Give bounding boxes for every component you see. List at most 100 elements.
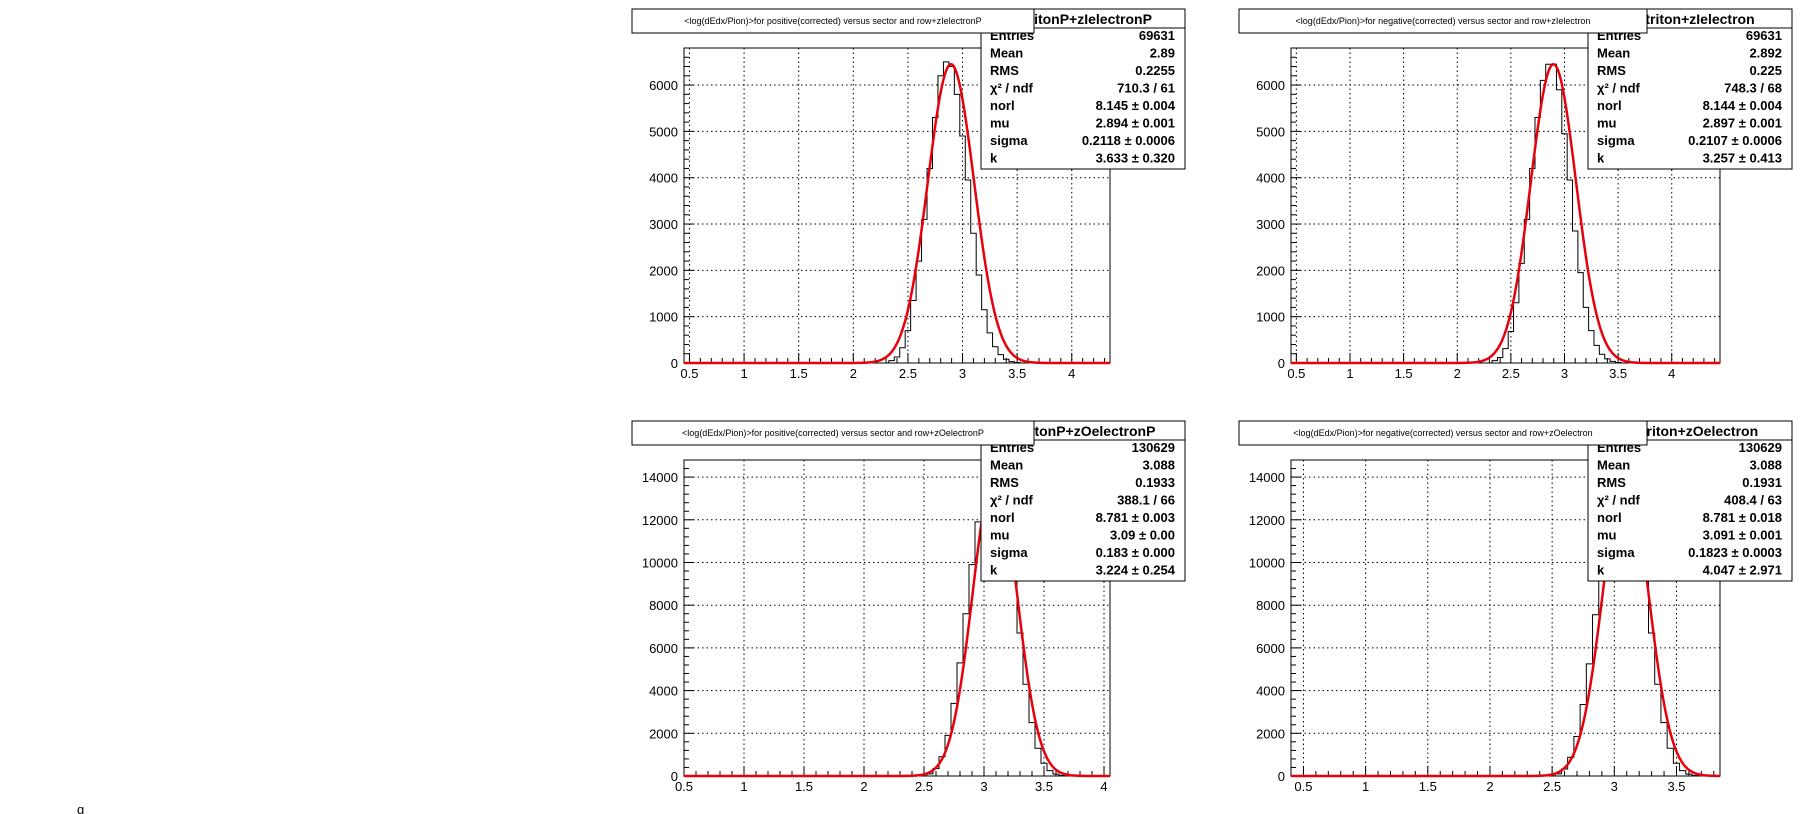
histogram-series <box>888 61 1021 364</box>
x-tick-label: 1 <box>1362 779 1369 794</box>
stats-value: 0.2107 ± 0.0006 <box>1688 133 1782 148</box>
x-tick-label: 1 <box>1346 366 1353 381</box>
x-tick-label: 3 <box>959 366 966 381</box>
stats-label: k <box>1597 151 1605 166</box>
y-tick-label: 14000 <box>1249 470 1285 485</box>
stats-value: 710.3 / 61 <box>1117 81 1175 96</box>
x-tick-label: 1 <box>740 779 747 794</box>
stats-value: 3.088 <box>1142 458 1175 473</box>
stats-label: RMS <box>990 475 1019 490</box>
y-tick-label: 6000 <box>1256 78 1285 93</box>
y-tick-label: 4000 <box>1256 171 1285 186</box>
stats-label: k <box>990 151 998 166</box>
x-tick-label: 2.5 <box>899 366 917 381</box>
stats-value: 69631 <box>1139 28 1175 43</box>
x-tick-label: 2 <box>1454 366 1461 381</box>
stats-box <box>980 420 1186 582</box>
y-tick-label: 1000 <box>649 310 678 325</box>
y-tick-label: 0 <box>671 356 678 371</box>
histogram-panel-2: 0.5 1 1.5 2 2.5 3 3.5 4 0 1000 2000 3000 4000 5000 600… <box>1238 8 1793 381</box>
plot-title: <log(dEdx/Pion)>for positive(corrected) … <box>684 16 981 26</box>
y-tick-label: 2000 <box>649 263 678 278</box>
stats-value: 0.1931 <box>1742 475 1782 490</box>
y-tick-label: 12000 <box>642 513 678 528</box>
stats-label: sigma <box>990 133 1028 148</box>
y-tick-label: 3000 <box>1256 217 1285 232</box>
stats-label: χ² / ndf <box>1597 81 1641 96</box>
stats-value: 0.183 ± 0.000 <box>1096 545 1175 560</box>
y-tick-label: 5000 <box>649 124 678 139</box>
x-tick-label: 3.5 <box>1667 779 1685 794</box>
histogram-panel-1: 0.5 1 1.5 2 2.5 3 3.5 4 0 1000 2000 3000 4000 5000 600… <box>631 8 1186 381</box>
title-box <box>631 8 1035 34</box>
x-tick-label: 2 <box>850 366 857 381</box>
histogram-panel-3: 0.5 1 1.5 2 2.5 3 3.5 4 0 2000 4000 6000 8000 10000 12… <box>631 420 1186 794</box>
x-tick-label: 2 <box>1486 779 1493 794</box>
plot-title: <log(dEdx/Pion)>for negative(corrected) … <box>1293 428 1592 438</box>
stats-label: Mean <box>1597 46 1630 61</box>
stats-label: mu <box>990 116 1010 131</box>
y-tick-label: 0 <box>1278 769 1285 784</box>
x-tick-label: 1.5 <box>795 779 813 794</box>
stats-value: 3.633 ± 0.320 <box>1096 151 1175 166</box>
y-tick-label: 6000 <box>649 78 678 93</box>
stats-label: norl <box>990 510 1015 525</box>
title-box <box>1238 420 1648 446</box>
y-tick-label: 0 <box>1278 356 1285 371</box>
stats-value: 4.047 ± 2.971 <box>1703 563 1782 578</box>
stats-label: Mean <box>1597 458 1630 473</box>
stats-label: χ² / ndf <box>990 81 1034 96</box>
y-tick-label: 10000 <box>1249 555 1285 570</box>
stats-value: 8.781 ± 0.018 <box>1703 510 1782 525</box>
y-tick-label: 4000 <box>649 171 678 186</box>
stats-value: 2.892 <box>1749 46 1782 61</box>
y-tick-label: 6000 <box>649 641 678 656</box>
stats-box <box>1587 420 1793 582</box>
stats-value: 8.145 ± 0.004 <box>1096 98 1176 113</box>
stats-label: χ² / ndf <box>1597 493 1641 508</box>
y-tick-label: 8000 <box>1256 598 1285 613</box>
stats-label: RMS <box>990 63 1019 78</box>
x-tick-label: 1.5 <box>1395 366 1413 381</box>
plot-grid <box>1291 460 1720 777</box>
fit-curve <box>1291 470 1721 778</box>
stats-value: 2.89 <box>1150 46 1175 61</box>
stats-box <box>1587 8 1793 170</box>
stats-label: RMS <box>1597 475 1626 490</box>
x-tick-label: 4 <box>1668 366 1675 381</box>
stats-label: Mean <box>990 46 1023 61</box>
title-box <box>631 420 1035 446</box>
plot-title: <log(dEdx/Pion)>for positive(corrected) … <box>682 428 984 438</box>
stats-value: 2.894 ± 0.001 <box>1096 116 1175 131</box>
x-tick-label: 3.5 <box>1008 366 1026 381</box>
stats-label: mu <box>990 528 1010 543</box>
histogram-panel-4: 0.5 1 1.5 2 2.5 3 3.5 0 2000 4000 6000 8000 10000 120… <box>1238 420 1793 794</box>
plot-grid <box>1291 48 1720 364</box>
stats-value: 0.1933 <box>1135 475 1175 490</box>
x-tick-label: 0.5 <box>1287 366 1305 381</box>
stats-label: norl <box>1597 510 1622 525</box>
stats-value: 2.897 ± 0.001 <box>1703 116 1782 131</box>
x-tick-label: 3.5 <box>1609 366 1627 381</box>
y-tick-label: 6000 <box>1256 641 1285 656</box>
histogram-series <box>1491 63 1622 364</box>
stats-title: itonP+zOelectronP <box>1031 423 1156 439</box>
stats-value: 3.091 ± 0.001 <box>1703 528 1782 543</box>
stats-box <box>980 8 1186 170</box>
y-tick-label: 2000 <box>1256 263 1285 278</box>
stats-label: mu <box>1597 116 1617 131</box>
stats-label: k <box>990 563 998 578</box>
x-tick-label: 0.5 <box>675 779 693 794</box>
stats-label: sigma <box>990 545 1028 560</box>
x-tick-label: 0.5 <box>680 366 698 381</box>
y-tick-label: 2000 <box>1256 726 1285 741</box>
x-tick-label: 4 <box>1068 366 1075 381</box>
y-tick-label: 14000 <box>642 470 678 485</box>
fit-curve <box>684 470 1110 778</box>
x-tick-label: 4 <box>1100 779 1107 794</box>
stats-label: norl <box>990 98 1015 113</box>
stats-value: 8.781 ± 0.003 <box>1096 510 1175 525</box>
stats-value: 748.3 / 68 <box>1724 81 1782 96</box>
stats-value: 3.09 ± 0.00 <box>1110 528 1175 543</box>
